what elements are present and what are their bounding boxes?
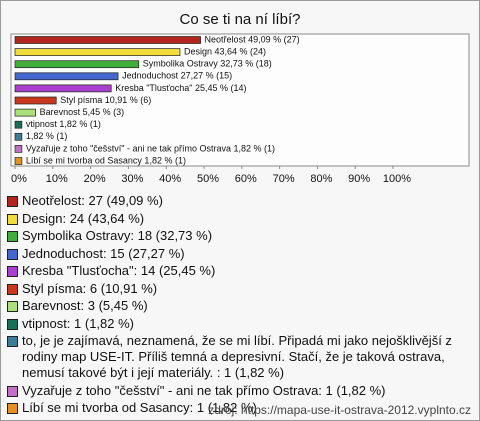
legend-label: Vyzařuje z toho "češství" - ani ne tak p… <box>22 382 386 398</box>
legend-label: Neotřelost: 27 (49,09 %) <box>22 193 163 208</box>
bar-label: Barevnost 5,45 % (3) <box>40 107 125 117</box>
x-tick-label: 10% <box>46 173 68 185</box>
bar <box>14 84 112 93</box>
x-tick-label: 60% <box>235 173 257 185</box>
x-tick-label: 30% <box>121 173 143 185</box>
bar-label: Líbí se mi tvorba od Sasancy 1,82 % (1) <box>26 155 186 165</box>
bar <box>14 60 140 69</box>
legend-label: Symbolika Ostravy: 18 (32,73 %) <box>22 228 213 243</box>
legend-item: Design: 24 (43,64 %) <box>7 211 473 227</box>
bar <box>14 157 23 165</box>
legend-item: Symbolika Ostravy: 18 (32,73 %) <box>7 228 473 244</box>
legend-label: Styl písma: 6 (10,91 %) <box>22 280 158 296</box>
bar <box>14 48 181 56</box>
bar <box>14 72 119 81</box>
x-tick-label: 0% <box>11 173 27 185</box>
legend-swatch <box>7 266 18 277</box>
bar-label: Symbolika Ostravy 32,73 % (18) <box>143 59 272 69</box>
legend-item: vtipnost: 1 (1,82 %) <box>7 316 473 332</box>
legend-item: Neotřelost: 27 (49,09 %) <box>7 193 473 209</box>
bar-label: Kresba "Tlusťocha" 25,45 % (14) <box>115 83 246 93</box>
x-tick-label: 50% <box>197 173 219 185</box>
legend-swatch <box>7 403 18 414</box>
legend-label: vtipnost: 1 (1,82 %) <box>22 315 134 331</box>
legend-item: to, je je zajímavá, neznamená, že se mi … <box>7 333 473 381</box>
bar <box>14 120 23 129</box>
bar-label: Styl písma 10,91 % (6) <box>60 95 151 105</box>
legend-item: Barevnost: 3 (5,45 %) <box>7 298 473 314</box>
bar <box>14 36 201 44</box>
legend-swatch <box>7 196 18 207</box>
legend-label: Jednoduchost: 15 (27,27 %) <box>22 245 185 261</box>
legend-swatch <box>7 231 18 242</box>
legend-label: to, je je zajímavá, neznamená, že se mi … <box>22 333 452 380</box>
plot-area <box>10 33 470 167</box>
legend: Neotřelost: 27 (49,09 %) Design: 24 (43,6… <box>7 193 473 418</box>
legend-item: Líbí se mi tvorba od Sasancy: 1 (1,82 %) <box>7 400 473 416</box>
x-tick-label: 20% <box>84 173 106 185</box>
bar <box>14 96 57 105</box>
legend-swatch <box>7 336 18 347</box>
bar-label: vtipnost 1,82 % (1) <box>26 119 101 129</box>
x-tick-label: 80% <box>310 173 332 185</box>
legend-swatch <box>7 385 18 397</box>
legend-label: Barevnost: 3 (5,45 %) <box>22 298 148 313</box>
x-tick-label: 100% <box>383 173 411 185</box>
bar-label: Vyzařuje z toho "češství" - ani ne tak p… <box>26 143 275 153</box>
bar-label: Jednoduchost 27,27 % (15) <box>122 71 232 81</box>
chart: Co se ti na ní líbí? 0% 10% 20% 30% 40% 50% 60… <box>10 11 470 185</box>
legend-item: Styl písma: 6 (10,91 %) <box>7 281 473 297</box>
x-tick-label: 40% <box>159 173 181 185</box>
bar <box>14 132 23 141</box>
legend-swatch <box>7 248 18 260</box>
legend-label: Líbí se mi tvorba od Sasancy: 1 (1,82 %) <box>22 400 257 415</box>
bar-label: Design 43,64 % (24) <box>184 46 266 56</box>
x-tick-label: 70% <box>273 173 295 185</box>
source: zdroj: https://mapa-use-it-ostrava-2012.… <box>208 403 471 417</box>
legend-swatch <box>7 318 18 330</box>
bar-label: 1,82 % (1) <box>26 131 68 141</box>
legend-swatch <box>7 283 18 295</box>
legend-label: Design: 24 (43,64 %) <box>22 210 145 226</box>
legend-swatch <box>7 301 18 312</box>
legend-item: Jednoduchost: 15 (27,27 %) <box>7 246 473 262</box>
legend-item: Vyzařuje z toho "češství" - ani ne tak p… <box>7 383 473 399</box>
bar <box>14 108 36 117</box>
legend-swatch <box>7 213 18 225</box>
chart-title: Co se ti na ní líbí? <box>180 11 301 28</box>
legend-item: Kresba "Tlusťocha": 14 (25,45 %) <box>7 263 473 279</box>
bar <box>14 145 23 153</box>
bar-label: Neotřelost 49,09 % (27) <box>205 34 300 44</box>
legend-label: Kresba "Tlusťocha": 14 (25,45 %) <box>22 263 216 278</box>
x-tick-label: 90% <box>348 173 370 185</box>
